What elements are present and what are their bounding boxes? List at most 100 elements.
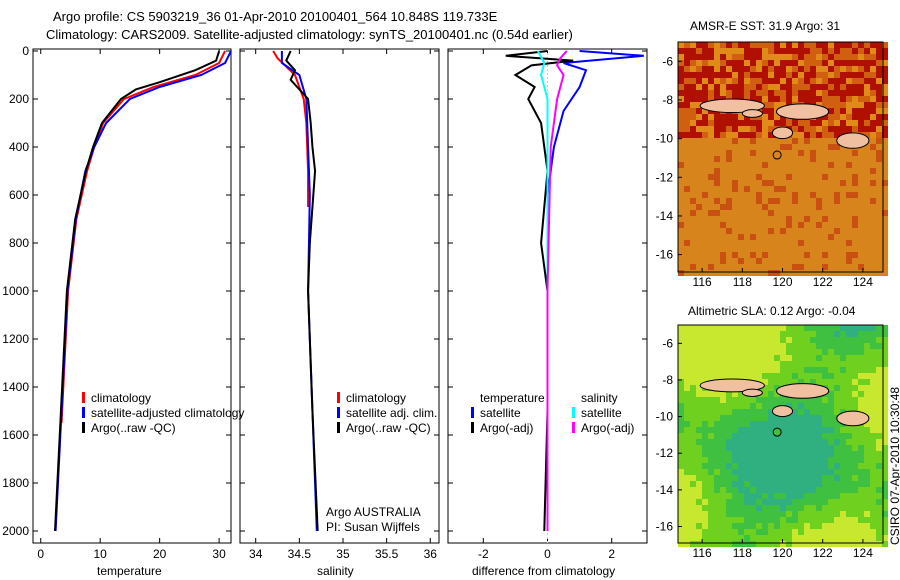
map-cell (690, 216, 696, 222)
map-cell (870, 373, 876, 379)
map-cell (756, 72, 762, 78)
map-frame (677, 41, 884, 273)
map-cell (870, 126, 876, 132)
map-cell (744, 246, 750, 252)
map-cell (726, 517, 732, 523)
map-cell (846, 505, 852, 511)
map-cell (732, 66, 738, 72)
map-cell (732, 240, 738, 246)
map-cell (720, 156, 726, 162)
map-cell (840, 198, 846, 204)
map-cell (804, 204, 810, 210)
map-cell (756, 114, 762, 120)
map-cell (780, 264, 786, 270)
map-cell (678, 66, 684, 72)
map-cell (816, 174, 822, 180)
map-cell (768, 246, 774, 252)
map-cell (822, 54, 828, 60)
map-cell (822, 84, 828, 90)
map-cell (696, 174, 702, 180)
map-cell (840, 511, 846, 517)
map-cell (708, 66, 714, 72)
legend-swatch-blue (82, 407, 85, 418)
map-cell (792, 457, 798, 463)
map-cell (744, 493, 750, 499)
map-cell (840, 349, 846, 355)
map-cell (846, 325, 852, 331)
map-cell (852, 126, 858, 132)
map-cell (750, 210, 756, 216)
map-cell (792, 475, 798, 481)
map-cell (840, 505, 846, 511)
map-cell (834, 210, 840, 216)
map-cell (726, 198, 732, 204)
map-cell (882, 391, 888, 397)
map-cell (792, 240, 798, 246)
map-cell (882, 126, 888, 132)
map-cell (786, 258, 792, 264)
map-cell (816, 78, 822, 84)
map-cell (834, 234, 840, 240)
map-cell (708, 349, 714, 355)
map-cell (846, 355, 852, 361)
map-cell (708, 487, 714, 493)
map-cell (858, 463, 864, 469)
map-cell (798, 60, 804, 66)
map-cell (732, 246, 738, 252)
map-cell (690, 505, 696, 511)
map-cell (858, 234, 864, 240)
map-cell (804, 270, 810, 276)
map-cell (846, 433, 852, 439)
map-cell (804, 505, 810, 511)
map-cell (876, 78, 882, 84)
map-cell (876, 373, 882, 379)
map-cell (678, 198, 684, 204)
map-cell (828, 451, 834, 457)
map-cell (696, 180, 702, 186)
map-cell (696, 156, 702, 162)
map-cell (882, 138, 888, 144)
map-cell (816, 499, 822, 505)
map-cell (756, 337, 762, 343)
map-cell (774, 90, 780, 96)
map-cell (816, 517, 822, 523)
map-cell (726, 72, 732, 78)
map-cell (870, 168, 876, 174)
map-cell (732, 367, 738, 373)
map-cell (858, 252, 864, 258)
map-cell (678, 361, 684, 367)
map-cell (804, 264, 810, 270)
map-cell (696, 349, 702, 355)
map-cell (702, 469, 708, 475)
map-cell (720, 114, 726, 120)
map-cell (840, 499, 846, 505)
map-cell (834, 216, 840, 222)
annotation-line: Argo AUSTRALIA (326, 505, 421, 519)
map-cell (816, 72, 822, 78)
map-cell (804, 427, 810, 433)
map-cell (810, 138, 816, 144)
map-cell (684, 391, 690, 397)
map-cell (774, 192, 780, 198)
map-cell (834, 96, 840, 102)
map-cell (738, 463, 744, 469)
map-cell (804, 228, 810, 234)
map-cell (696, 114, 702, 120)
map-cell (822, 144, 828, 150)
map-cell (690, 403, 696, 409)
x-tick-label: 35 (336, 547, 350, 561)
map-cell (834, 391, 840, 397)
map-cell (846, 445, 852, 451)
map-cell (852, 264, 858, 270)
map-cell (870, 367, 876, 373)
map-cell (720, 54, 726, 60)
legend-label: Argo(..raw -QC) (91, 421, 176, 435)
map-cell (738, 216, 744, 222)
map-cell (690, 126, 696, 132)
map-cell (852, 451, 858, 457)
map-cell (816, 457, 822, 463)
map-cell (756, 469, 762, 475)
map-cell (702, 355, 708, 361)
map-cell (822, 535, 828, 541)
map-cell (702, 367, 708, 373)
